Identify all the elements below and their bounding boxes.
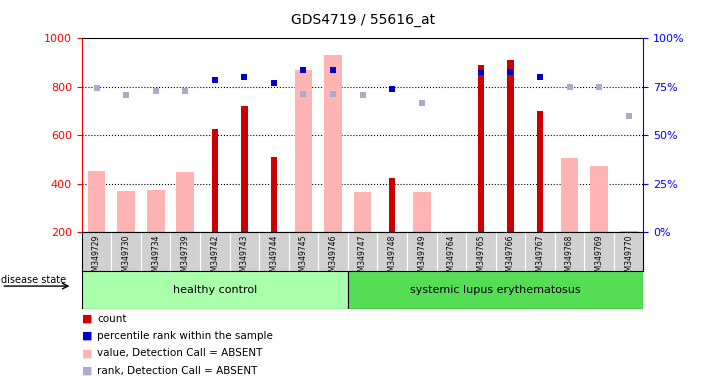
Text: GSM349767: GSM349767 (535, 234, 545, 281)
Text: GSM349744: GSM349744 (269, 234, 279, 281)
Bar (537, 111, 543, 232)
Text: GSM349734: GSM349734 (151, 234, 160, 281)
Bar (478, 65, 484, 232)
Bar (590, 166, 608, 232)
Bar (413, 192, 431, 232)
Text: percentile rank within the sample: percentile rank within the sample (97, 331, 273, 341)
Text: rank, Detection Call = ABSENT: rank, Detection Call = ABSENT (97, 366, 258, 376)
Text: ■: ■ (82, 314, 92, 324)
Text: systemic lupus erythematosus: systemic lupus erythematosus (410, 285, 581, 295)
Text: GDS4719 / 55616_at: GDS4719 / 55616_at (291, 13, 434, 27)
Text: GSM349729: GSM349729 (92, 234, 101, 281)
Text: GSM349770: GSM349770 (624, 234, 634, 281)
Bar (294, 70, 312, 232)
Text: GSM349766: GSM349766 (506, 234, 515, 281)
Bar (241, 106, 247, 232)
Text: GSM349742: GSM349742 (210, 234, 219, 281)
Bar (561, 158, 579, 232)
Text: GSM349749: GSM349749 (417, 234, 426, 281)
Bar (87, 170, 105, 232)
Bar (146, 190, 164, 232)
Bar (324, 55, 342, 232)
Bar (389, 178, 395, 232)
Text: GSM349739: GSM349739 (181, 234, 190, 281)
Text: disease state: disease state (1, 275, 67, 285)
Bar (271, 157, 277, 232)
Text: GSM349747: GSM349747 (358, 234, 367, 281)
Bar (620, 231, 638, 232)
Text: GSM349743: GSM349743 (240, 234, 249, 281)
Text: value, Detection Call = ABSENT: value, Detection Call = ABSENT (97, 348, 263, 358)
Text: healthy control: healthy control (173, 285, 257, 295)
Text: count: count (97, 314, 127, 324)
Text: GSM349730: GSM349730 (122, 234, 131, 281)
Text: GSM349764: GSM349764 (447, 234, 456, 281)
Bar (507, 60, 513, 232)
Bar (176, 172, 194, 232)
Bar (212, 129, 218, 232)
Text: GSM349748: GSM349748 (387, 234, 397, 281)
Text: ■: ■ (82, 331, 92, 341)
Bar (354, 192, 371, 232)
Bar (348, 271, 643, 309)
Text: GSM349768: GSM349768 (565, 234, 574, 281)
Text: ■: ■ (82, 366, 92, 376)
Text: GSM349746: GSM349746 (328, 234, 338, 281)
Text: ■: ■ (82, 348, 92, 358)
Bar (117, 191, 135, 232)
Text: GSM349765: GSM349765 (476, 234, 486, 281)
Text: GSM349769: GSM349769 (594, 234, 604, 281)
Bar (82, 271, 348, 309)
Text: GSM349745: GSM349745 (299, 234, 308, 281)
